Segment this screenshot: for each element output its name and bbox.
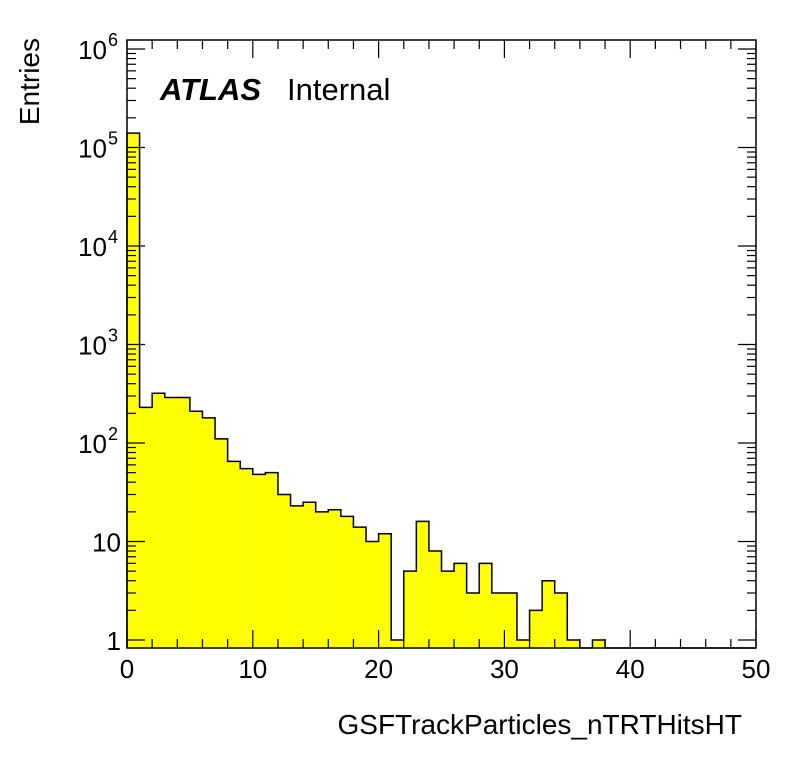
atlas-status-label: Internal [287,72,390,107]
histogram-bar [303,502,316,648]
y-axis-title: Entries [14,38,45,125]
x-axis-title: GSFTrackParticles_nTRTHitsHT [338,709,743,740]
atlas-label: ATLAS [159,72,261,107]
histogram-bars [127,133,606,648]
histogram-bar [315,511,329,648]
svg-text:10: 10 [78,232,107,262]
x-tick-label: 50 [742,654,771,684]
histogram-bar [252,474,266,648]
svg-text:10: 10 [78,134,107,164]
histogram-bar [353,527,367,648]
svg-text:10: 10 [78,331,107,361]
x-tick-label: 20 [364,654,393,684]
svg-text:10: 10 [92,528,121,558]
x-tick-label: 10 [238,654,267,684]
histogram-bar [240,468,253,648]
histogram-bar [567,640,580,648]
histogram-bar [529,610,543,648]
histogram-outline [126,132,756,649]
histogram-bar [504,593,517,648]
histogram-bar [479,563,492,648]
svg-text:6: 6 [108,30,118,50]
histogram-bar [139,407,153,648]
y-tick-label: 10 5 [78,129,118,164]
histogram-bar [177,397,190,648]
y-tick-label: 10 [92,528,121,558]
svg-text:4: 4 [108,227,118,247]
histogram-bar [227,461,241,648]
histogram-bar [592,640,606,648]
svg-text:3: 3 [108,326,118,346]
histogram-bar [328,509,341,648]
y-tick-label: 1 [107,626,121,656]
y-axis-ticks [127,48,756,641]
histogram-bar [403,571,417,648]
histogram-bar [290,505,304,648]
histogram-bar [491,593,505,648]
x-tick-label: 40 [616,654,645,684]
histogram-bar [340,516,354,648]
histogram-bar [454,563,467,648]
histogram-bar [554,593,568,648]
svg-text:10: 10 [78,35,107,65]
x-axis-ticks [126,40,757,648]
svg-text:2: 2 [108,424,118,444]
x-tick-label: 30 [490,654,519,684]
histogram-bar [277,494,291,648]
histogram-bar [202,417,216,648]
histogram-bar [516,640,530,648]
histogram-bar [416,521,429,648]
y-tick-label: 10 3 [78,326,118,361]
histogram-bar [441,571,455,648]
histogram-bar [428,551,442,648]
histogram-bar [265,472,278,648]
histogram-bar [189,411,203,648]
y-tick-label: 10 4 [78,227,118,262]
histogram-bar [542,580,555,648]
svg-text:5: 5 [108,129,118,149]
x-tick-labels: 0 10 20 30 40 50 [120,654,771,684]
svg-text:10: 10 [78,429,107,459]
histogram-bar [378,533,392,648]
histogram-bar [366,541,379,648]
x-tick-label: 0 [120,654,134,684]
y-tick-label: 10 2 [78,424,118,459]
histogram-bar [466,593,480,648]
y-tick-label: 10 6 [78,30,118,65]
svg-text:1: 1 [107,626,121,656]
histogram-bar [164,397,178,648]
histogram-bar [391,640,404,648]
histogram-bar [215,438,228,648]
histogram-bar [152,393,165,648]
